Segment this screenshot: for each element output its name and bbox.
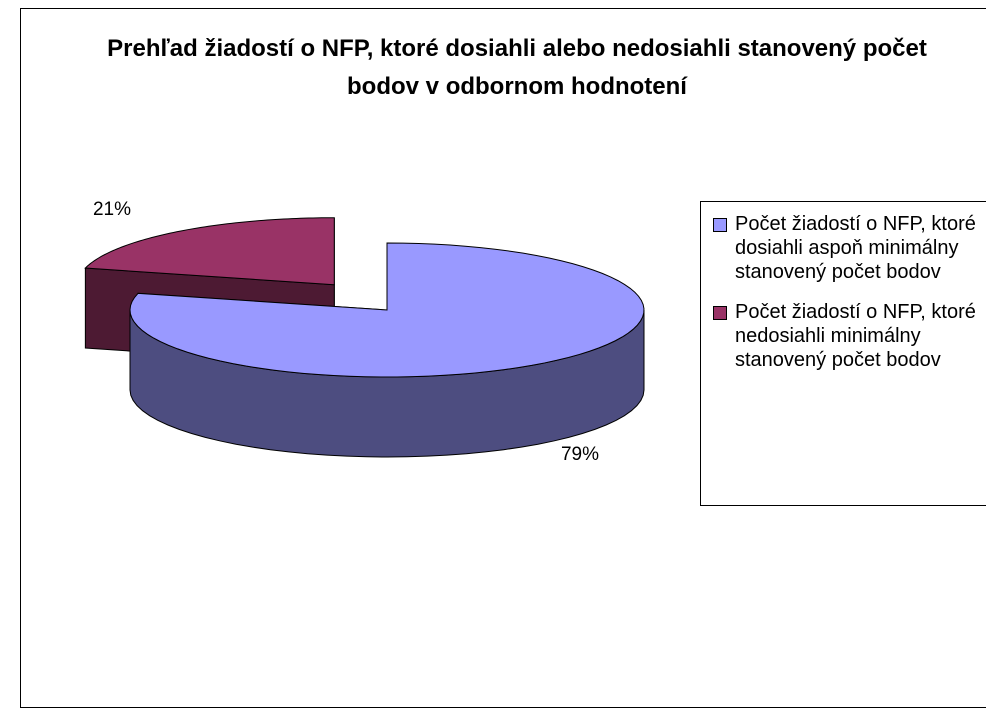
data-label: 79% [561, 444, 599, 465]
legend-label: Počet žiadostí o NFP, ktoré nedosiahli m… [735, 301, 976, 371]
legend-entry: Počet žiadostí o NFP, ktoré dosiahli asp… [701, 212, 986, 284]
chart-title: Prehľad žiadostí o NFP, ktoré dosiahli a… [107, 35, 927, 100]
legend: Počet žiadostí o NFP, ktoré dosiahli asp… [700, 201, 986, 506]
data-label: 21% [93, 199, 131, 220]
slice [84, 217, 335, 286]
legend-swatch [713, 306, 727, 320]
legend-swatch [713, 218, 727, 232]
legend-entry: Počet žiadostí o NFP, ktoré nedosiahli m… [701, 300, 986, 372]
page: Prehľad žiadostí o NFP, ktoré dosiahli a… [20, 8, 986, 708]
legend-label: Počet žiadostí o NFP, ktoré dosiahli asp… [735, 213, 976, 283]
slice [129, 242, 645, 378]
chart: 21% 79% [84, 199, 645, 465]
